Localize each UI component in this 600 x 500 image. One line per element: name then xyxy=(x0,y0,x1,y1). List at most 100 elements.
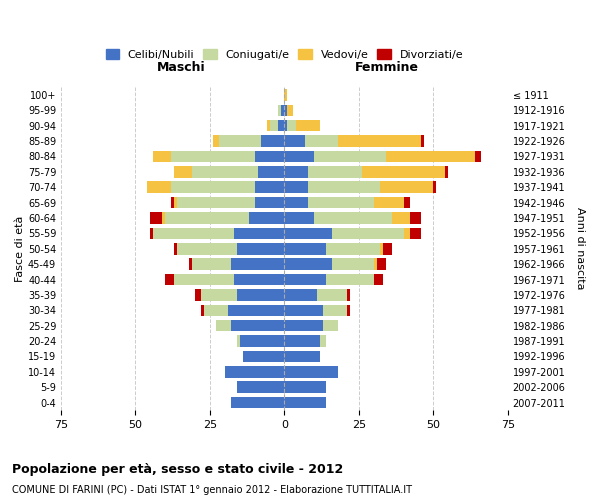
Bar xyxy=(171,150,254,162)
Bar xyxy=(338,136,421,147)
Bar xyxy=(287,120,296,132)
Bar xyxy=(248,212,284,224)
Bar xyxy=(240,336,284,347)
Bar xyxy=(284,89,287,101)
Bar xyxy=(284,397,326,408)
Bar xyxy=(326,274,374,285)
Bar xyxy=(243,350,284,362)
Bar xyxy=(165,212,248,224)
Bar xyxy=(174,243,177,254)
Text: Femmine: Femmine xyxy=(355,62,419,74)
Bar xyxy=(284,150,314,162)
Bar xyxy=(231,320,284,332)
Text: Popolazione per età, sesso e stato civile - 2012: Popolazione per età, sesso e stato civil… xyxy=(12,462,343,475)
Legend: Celibi/Nubili, Coniugati/e, Vedovi/e, Divorziati/e: Celibi/Nubili, Coniugati/e, Vedovi/e, Di… xyxy=(101,44,468,64)
Bar xyxy=(284,320,323,332)
Bar xyxy=(174,274,234,285)
Bar xyxy=(284,350,320,362)
Bar xyxy=(234,228,284,239)
Bar xyxy=(201,289,237,300)
Bar xyxy=(308,182,380,193)
Bar xyxy=(237,289,284,300)
Bar xyxy=(257,166,284,177)
Bar xyxy=(284,104,287,116)
Bar xyxy=(380,243,383,254)
Bar xyxy=(284,243,326,254)
Bar xyxy=(323,320,338,332)
Bar xyxy=(177,197,254,208)
Bar xyxy=(332,258,374,270)
Bar xyxy=(421,136,424,147)
Bar xyxy=(284,182,308,193)
Bar xyxy=(225,366,284,378)
Bar xyxy=(410,212,421,224)
Bar xyxy=(189,258,192,270)
Bar xyxy=(192,258,231,270)
Bar xyxy=(174,166,192,177)
Bar xyxy=(278,120,284,132)
Bar xyxy=(392,212,410,224)
Bar xyxy=(317,289,347,300)
Bar xyxy=(377,258,386,270)
Bar xyxy=(154,228,234,239)
Bar xyxy=(284,366,338,378)
Bar xyxy=(284,120,287,132)
Bar xyxy=(177,243,237,254)
Bar xyxy=(260,136,284,147)
Bar xyxy=(284,228,332,239)
Bar xyxy=(269,120,278,132)
Bar xyxy=(284,212,314,224)
Bar xyxy=(174,197,177,208)
Bar xyxy=(216,320,231,332)
Bar xyxy=(254,150,284,162)
Bar xyxy=(445,166,448,177)
Bar xyxy=(213,136,219,147)
Bar xyxy=(284,304,323,316)
Bar xyxy=(284,197,308,208)
Bar xyxy=(151,212,162,224)
Bar xyxy=(171,197,174,208)
Bar xyxy=(374,197,404,208)
Bar xyxy=(204,304,228,316)
Bar xyxy=(332,228,404,239)
Bar xyxy=(284,336,320,347)
Bar xyxy=(284,274,326,285)
Bar xyxy=(380,182,433,193)
Bar xyxy=(228,304,284,316)
Bar xyxy=(308,166,362,177)
Bar xyxy=(281,104,284,116)
Bar xyxy=(201,304,204,316)
Bar xyxy=(374,274,383,285)
Bar xyxy=(296,120,320,132)
Y-axis label: Anni di nascita: Anni di nascita xyxy=(575,208,585,290)
Bar xyxy=(148,182,171,193)
Bar xyxy=(305,136,338,147)
Bar xyxy=(386,150,475,162)
Bar xyxy=(237,336,240,347)
Bar xyxy=(383,243,392,254)
Bar xyxy=(323,304,347,316)
Bar xyxy=(374,258,377,270)
Bar xyxy=(284,289,317,300)
Bar xyxy=(151,228,154,239)
Bar xyxy=(287,104,293,116)
Bar xyxy=(362,166,445,177)
Bar xyxy=(284,166,308,177)
Bar xyxy=(254,197,284,208)
Bar xyxy=(165,274,174,285)
Bar xyxy=(347,289,350,300)
Bar xyxy=(475,150,481,162)
Bar xyxy=(195,289,201,300)
Bar xyxy=(314,150,386,162)
Bar xyxy=(284,382,326,393)
Bar xyxy=(404,197,410,208)
Y-axis label: Fasce di età: Fasce di età xyxy=(15,216,25,282)
Bar xyxy=(266,120,269,132)
Bar xyxy=(192,166,257,177)
Bar xyxy=(410,228,421,239)
Bar xyxy=(278,104,281,116)
Bar xyxy=(404,228,410,239)
Bar xyxy=(171,182,254,193)
Bar xyxy=(320,336,326,347)
Bar xyxy=(219,136,260,147)
